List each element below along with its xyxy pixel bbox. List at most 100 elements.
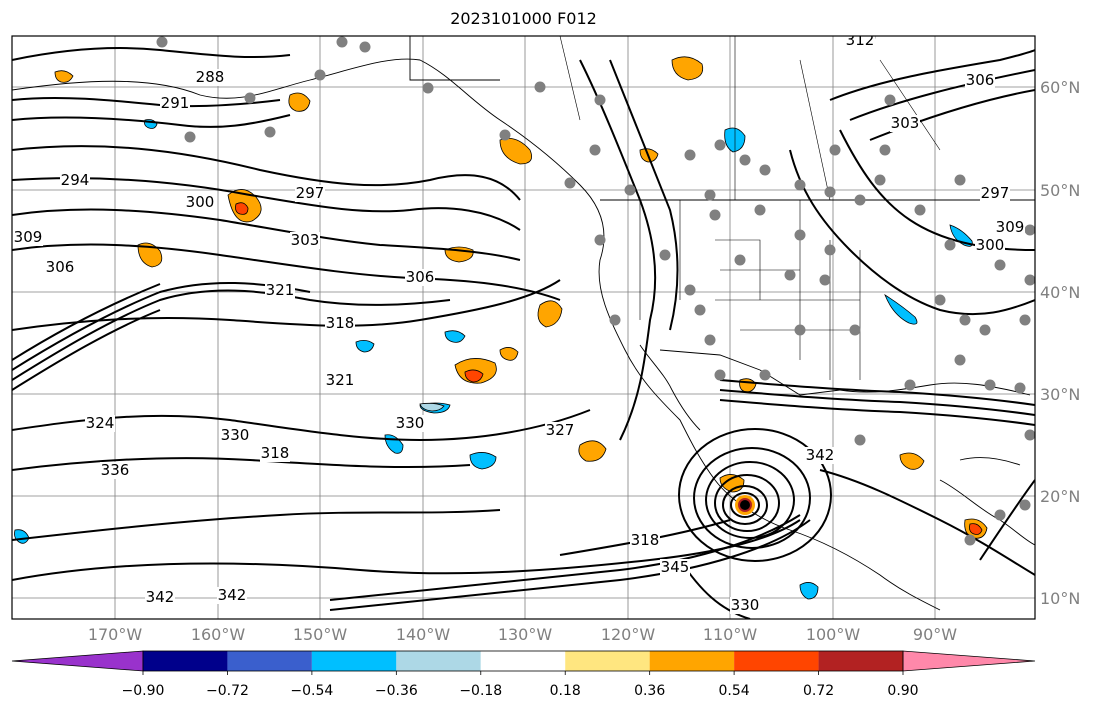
contour-line <box>579 59 657 441</box>
blue-patch <box>469 452 497 470</box>
gulf-coast <box>839 382 1031 396</box>
blue-patch <box>444 330 466 343</box>
contour-line <box>819 469 1035 576</box>
longitude-label: 110°W <box>703 625 758 644</box>
station-dot <box>1024 224 1035 236</box>
orange-patch <box>54 70 74 83</box>
station-dot <box>714 369 726 381</box>
station-dot <box>609 314 621 326</box>
longitude-labels: 170°W 160°W 150°W 140°W 130°W 120°W 110°W 100°W… <box>88 625 957 644</box>
hurricane-core <box>735 495 755 515</box>
station-dot <box>684 284 696 296</box>
orange-patch <box>578 440 607 462</box>
latitude-label: 60°N <box>1040 78 1080 97</box>
contour-label-bg <box>185 194 215 211</box>
alaska-boundary <box>409 36 500 81</box>
contour-line <box>12 283 161 361</box>
station-dot <box>954 354 966 366</box>
contour-label-bg <box>805 447 835 464</box>
cuba-coast <box>959 457 1021 466</box>
coastline-layer <box>12 36 1035 611</box>
contour-label: 306 <box>406 268 435 286</box>
station-dot <box>944 239 956 251</box>
mexico-border <box>659 349 841 396</box>
longitude-label: 150°W <box>293 625 348 644</box>
contour-label-bg <box>975 237 1005 254</box>
contour-label-bg <box>890 115 920 132</box>
station-dot <box>849 324 861 336</box>
contour-line <box>12 145 521 201</box>
station-dot <box>959 314 971 326</box>
station-dot <box>156 36 168 48</box>
red-patch <box>464 369 484 383</box>
orange-patch <box>671 56 704 81</box>
contour-label: 342 <box>806 446 835 464</box>
contour-label-bg <box>295 185 325 202</box>
station-dot <box>589 144 601 156</box>
station-dot <box>784 269 796 281</box>
station-dot <box>904 379 916 391</box>
contour-line <box>979 479 1035 561</box>
contour-line <box>12 114 291 128</box>
contour-label-bg <box>85 415 115 432</box>
contour-label-bg <box>630 532 660 549</box>
longitude-label: 120°W <box>601 625 656 644</box>
contour-label: 330 <box>731 596 760 614</box>
contour-label: 318 <box>631 531 660 549</box>
station-dot <box>739 154 751 166</box>
longitude-label: 170°W <box>88 625 143 644</box>
contour-label: 297 <box>296 184 325 202</box>
colorbar-segment <box>818 651 903 671</box>
contour-label: 330 <box>221 426 250 444</box>
colorbar-tick-label: −0.18 <box>459 683 502 699</box>
contour-line <box>609 59 679 331</box>
contour-label: 300 <box>976 236 1005 254</box>
hurricane-ring <box>693 447 811 549</box>
orange-patch <box>499 347 519 361</box>
contour-line <box>12 279 561 331</box>
station-dot <box>914 204 926 216</box>
station-dot <box>534 81 546 93</box>
station-dot <box>1019 499 1031 511</box>
contour-line <box>719 399 1035 426</box>
station-dot <box>994 509 1006 521</box>
hurricane-ring <box>705 461 795 539</box>
hurricane-ring <box>678 428 832 562</box>
station-dot <box>824 244 836 256</box>
colorbar-segment <box>734 651 819 671</box>
orange-patch <box>537 300 563 328</box>
contour-label-bg <box>60 172 90 189</box>
colorbar-tick-label: 0.90 <box>887 683 918 699</box>
station-dot <box>884 94 896 106</box>
station-dot <box>754 204 766 216</box>
contour-label: 336 <box>101 461 130 479</box>
colorbar-tick-label: −0.72 <box>206 683 249 699</box>
colorbar: −0.90 −0.72 −0.54 −0.36 −0.18 0.18 0.36 0.54 0.7… <box>11 650 1036 699</box>
contour-label-bg <box>265 282 295 299</box>
red-patch <box>235 202 249 215</box>
contour-line <box>12 309 161 391</box>
contour-label-bg <box>965 72 995 89</box>
contour-label-bg <box>325 372 355 389</box>
map-title: 2023101000 F012 <box>450 9 597 28</box>
station-dot <box>264 126 276 138</box>
colorbar-segment <box>396 651 481 671</box>
colorbar-extend-max <box>902 650 1036 672</box>
contour-label-bg <box>730 597 760 614</box>
station-dot <box>874 174 886 186</box>
contour-label-bg <box>845 36 875 49</box>
station-dot <box>979 324 991 336</box>
contour-label: 330 <box>396 414 425 432</box>
station-dot <box>759 164 771 176</box>
contour-label-bg <box>160 95 190 112</box>
station-dot <box>794 179 806 191</box>
station-dot <box>824 186 836 198</box>
contour-line <box>12 243 561 301</box>
colorbar-tick-label: 0.36 <box>634 683 665 699</box>
longitude-label: 140°W <box>396 625 451 644</box>
contour-line <box>12 289 451 381</box>
station-dot <box>594 234 606 246</box>
orange-patch <box>499 137 533 165</box>
latitude-labels: 60°N 50°N 40°N 30°N 20°N 10°N <box>1040 78 1080 608</box>
contour-line <box>12 281 311 371</box>
